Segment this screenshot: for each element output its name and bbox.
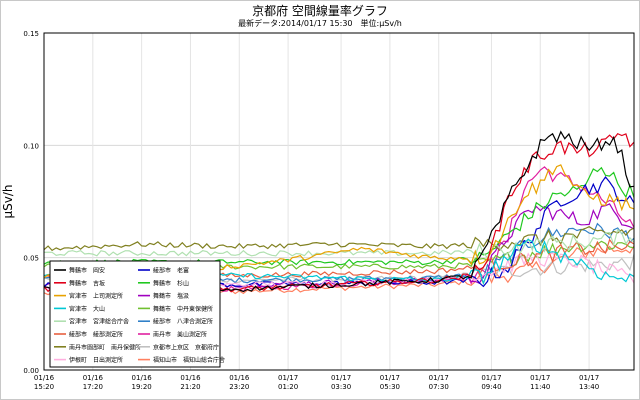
legend-label: 舞鶴市 杉山	[153, 279, 189, 287]
x-tick-date: 01/17	[530, 374, 550, 382]
legend-label: 宮津市 大山	[69, 305, 105, 313]
x-tick-date: 01/17	[278, 374, 298, 382]
x-tick-time: 19:20	[132, 383, 152, 391]
x-tick-date: 01/17	[579, 374, 599, 382]
x-tick-time: 23:20	[229, 383, 249, 391]
y-tick-label: 0.15	[23, 30, 39, 38]
x-tick-time: 17:20	[83, 383, 103, 391]
x-tick-date: 01/16	[132, 374, 153, 382]
legend-label: 舞鶴市 中丹東保健所	[153, 305, 213, 313]
x-tick-date: 01/17	[429, 374, 449, 382]
x-tick-date: 01/17	[331, 374, 351, 382]
legend-label: 綾部市 老富	[153, 267, 189, 275]
x-tick-date: 01/17	[380, 374, 400, 382]
x-tick-date: 01/16	[34, 374, 55, 382]
legend-label: 綾部市 八津合測定所	[153, 318, 213, 326]
legend-label: 舞鶴市 塩汲	[153, 292, 189, 300]
x-tick-time: 11:40	[530, 383, 550, 391]
legend-label: 綾部市 綾部測定所	[69, 331, 123, 339]
y-tick-label: 0.05	[23, 255, 39, 263]
series-line	[43, 226, 635, 252]
legend-label: 南丹市園部町 南丹保健所	[69, 343, 141, 351]
y-axis-label: μSv/h	[1, 184, 15, 218]
chart-title: 京都府 空間線量率グラフ	[252, 4, 388, 18]
legend-label: 舞鶴市 岡安	[69, 267, 105, 275]
x-tick-date: 01/17	[481, 374, 501, 382]
x-tick-date: 01/16	[180, 374, 201, 382]
plot-border	[43, 32, 635, 371]
y-tick-label: 0.00	[23, 367, 39, 375]
x-tick-time: 13:40	[579, 383, 599, 391]
x-tick-time: 05:30	[380, 383, 400, 391]
legend-label: 伊根町 日出測定所	[69, 356, 123, 364]
x-tick-time: 03:30	[331, 383, 351, 391]
legend-label: 福知山市 福知山総合庁舎	[153, 356, 225, 364]
legend-label: 宮津市 上司測定所	[69, 292, 123, 300]
y-tick-label: 0.10	[23, 142, 39, 150]
series-line	[43, 166, 635, 266]
legend-label: 南丹市 美山測定所	[153, 331, 207, 339]
x-tick-time: 07:30	[429, 383, 449, 391]
legend-label: 舞鶴市 吉坂	[69, 279, 105, 287]
x-tick-time: 09:40	[481, 383, 501, 391]
x-tick-time: 01:20	[278, 383, 298, 391]
x-tick-date: 01/16	[229, 374, 250, 382]
legend-label: 宮津市 宮津総合庁舎	[69, 318, 129, 326]
legend-label: 京都市上京区 京都府庁	[153, 343, 219, 351]
x-tick-time: 15:20	[34, 383, 54, 391]
chart-subtitle: 最新データ:2014/01/17 15:30 単位:μSv/h	[238, 19, 402, 28]
axes: 0.000.050.100.1501/1615:2001/1617:2001/1…	[1, 30, 635, 391]
x-tick-time: 21:20	[180, 383, 200, 391]
legend-box	[49, 260, 221, 368]
x-tick-date: 01/16	[83, 374, 104, 382]
